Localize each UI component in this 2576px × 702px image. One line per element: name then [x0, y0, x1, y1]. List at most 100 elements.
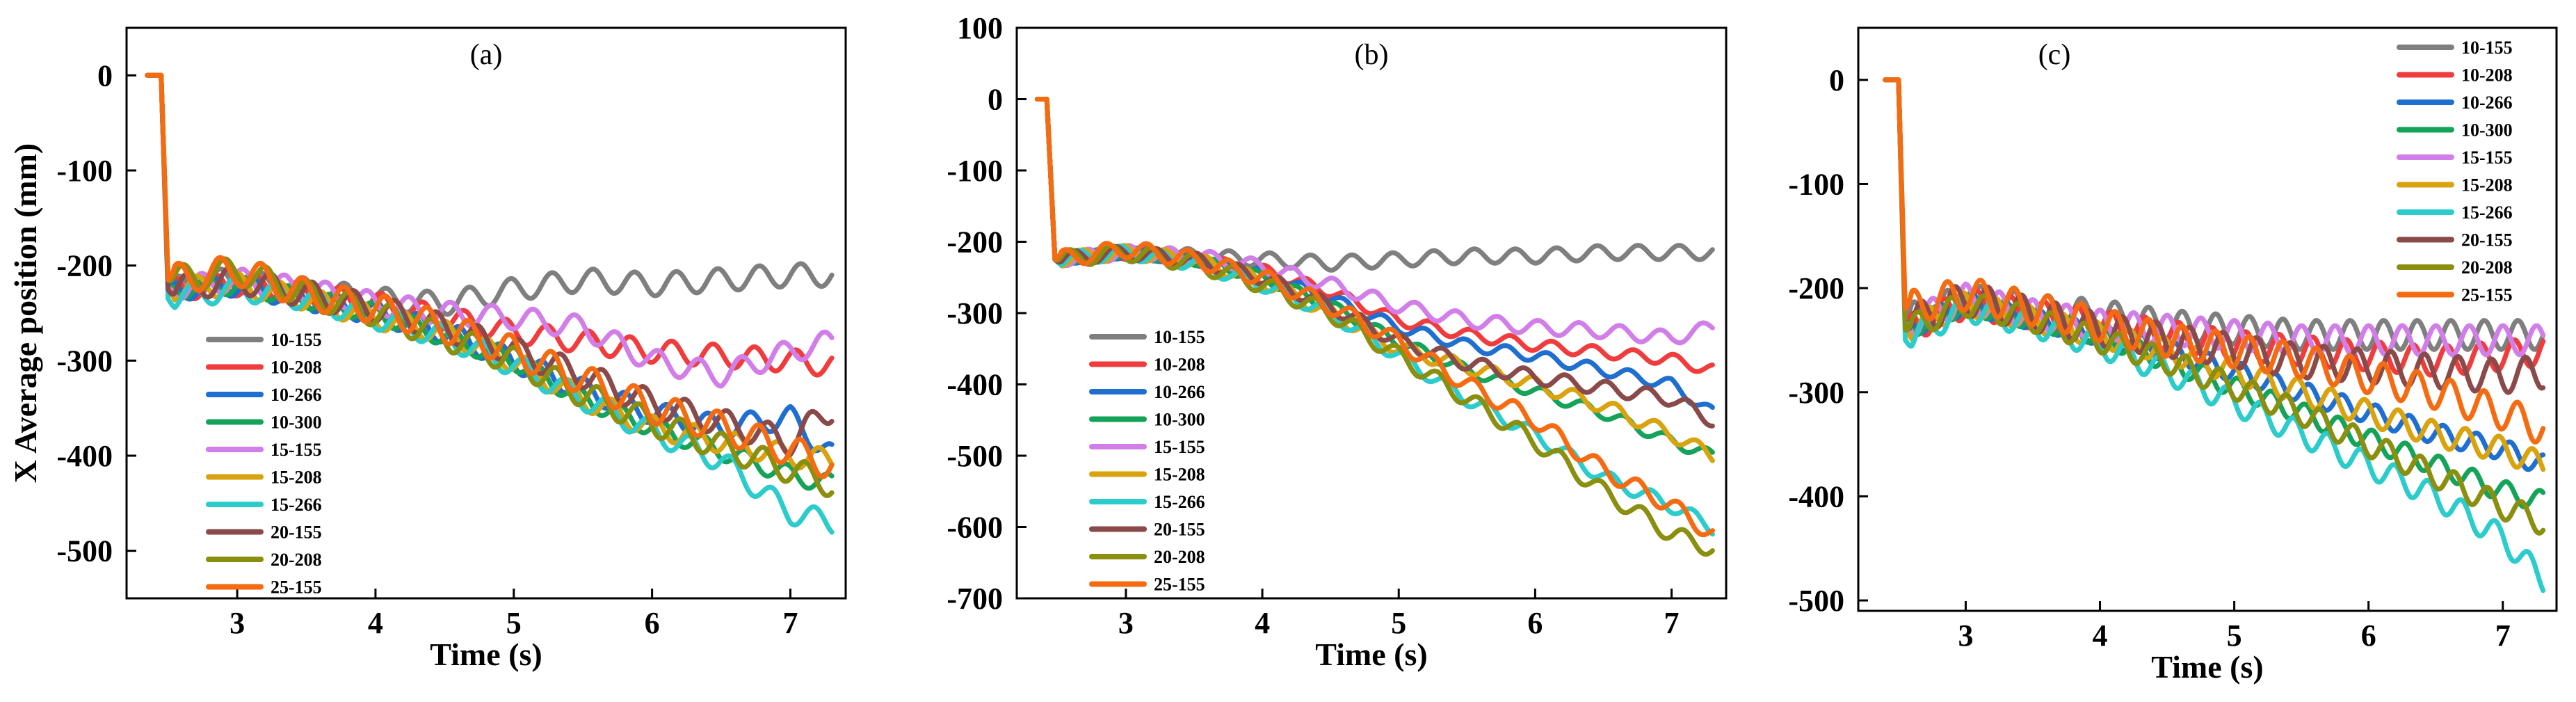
- legend-label-10-300: 10-300: [2461, 120, 2513, 141]
- series-line-20-208: [145, 72, 835, 498]
- panel-2: 3 4 5 6 7 100 0 -100 -200 -300 -400 -500 -600 -700 (b)…: [947, 11, 1728, 672]
- x-tick-label: 4: [1255, 606, 1270, 640]
- legend-label-20-155: 20-155: [2461, 230, 2513, 250]
- series-line-10-300: [1034, 97, 1715, 455]
- legend-label-20-155: 20-155: [271, 522, 322, 543]
- y-tick-label: 0: [988, 83, 1003, 117]
- y-tick-label: -100: [56, 154, 113, 188]
- x-tick-label: 6: [645, 606, 660, 640]
- legend-label-20-155: 20-155: [1154, 520, 1205, 540]
- series-lines: [1883, 77, 2546, 593]
- y-axis-label: X Average position (mm): [8, 143, 43, 483]
- panel-1: 3 4 5 6 7 0 -100 -200 -300 -400 -500 (a) Time (s) X A…: [8, 26, 847, 672]
- legend: 10-155 10-208 10-266 10-300 15-155 15-208 15-2…: [206, 330, 322, 598]
- legend-label-10-208: 10-208: [1154, 355, 1205, 375]
- y-tick-label: -700: [947, 582, 1003, 616]
- y-tick-label: -100: [1788, 167, 1844, 201]
- legend-label-10-155: 10-155: [1154, 327, 1205, 347]
- legend-label-15-266: 15-266: [271, 495, 322, 515]
- series-line-20-155: [145, 72, 835, 457]
- panel-title: (b): [1355, 39, 1389, 71]
- legend-label-15-266: 15-266: [2461, 202, 2513, 223]
- legend: 10-155 10-208 10-266 10-300 15-155 15-208 15-2…: [2397, 38, 2513, 305]
- x-tick-label: 3: [1958, 619, 1973, 653]
- series-line-15-266: [1883, 77, 2546, 593]
- series-line-20-155: [1034, 97, 1715, 429]
- y-tick-label: -300: [947, 296, 1003, 330]
- legend-label-15-155: 15-155: [1154, 437, 1205, 457]
- legend-label-20-208: 20-208: [1154, 547, 1205, 567]
- legend-label-10-155: 10-155: [271, 330, 322, 350]
- x-axis-label: Time (s): [430, 637, 542, 672]
- x-tick-label: 4: [368, 606, 383, 640]
- x-tick-label: 5: [506, 606, 522, 640]
- series-line-25-155: [145, 72, 835, 480]
- y-tick-label: -100: [947, 154, 1003, 188]
- y-tick-label: -400: [56, 439, 113, 473]
- y-tick-label: -200: [1788, 271, 1844, 305]
- x-tick-label: 7: [1664, 606, 1680, 640]
- legend-label-10-266: 10-266: [1154, 382, 1205, 402]
- legend-label-15-155: 15-155: [2461, 147, 2513, 168]
- y-tick-label: -200: [947, 225, 1003, 260]
- series-lines: [145, 72, 835, 535]
- legend-label-10-208: 10-208: [271, 358, 322, 378]
- legend-label-20-208: 20-208: [2461, 257, 2513, 278]
- legend-label-15-208: 15-208: [1154, 465, 1205, 485]
- series-line-15-208: [1883, 77, 2546, 472]
- series-line-15-208: [1034, 97, 1715, 463]
- series-line-10-155: [1034, 97, 1715, 273]
- y-tick-label: -500: [947, 439, 1003, 473]
- plot-frame: [1857, 26, 2558, 612]
- panel-title: (a): [470, 39, 503, 71]
- x-tick-label: 4: [2093, 619, 2108, 653]
- legend-label-10-300: 10-300: [1154, 410, 1205, 430]
- legend-label-15-266: 15-266: [1154, 492, 1205, 512]
- legend: 10-155 10-208 10-266 10-300 15-155 15-208 15-2…: [1089, 327, 1205, 595]
- series-line-10-208: [145, 72, 835, 378]
- x-tick-label: 6: [1527, 606, 1543, 640]
- y-tick-label: -500: [1788, 584, 1844, 618]
- plot-frame: [125, 26, 847, 600]
- legend-label-20-208: 20-208: [271, 550, 322, 570]
- x-tick-label: 6: [2361, 619, 2376, 653]
- legend-label-25-155: 25-155: [2461, 285, 2513, 305]
- y-tick-label: 100: [957, 11, 1003, 45]
- x-axis-label: Time (s): [2151, 649, 2263, 685]
- series-line-10-266: [1883, 77, 2546, 472]
- x-tick-label: 7: [2495, 619, 2511, 653]
- legend-label-15-208: 15-208: [2461, 175, 2513, 196]
- x-tick-label: 3: [1118, 606, 1134, 640]
- legend-label-10-266: 10-266: [2461, 93, 2513, 113]
- x-axis-label: Time (s): [1315, 637, 1427, 672]
- panel-3: 3 4 5 6 7 0 -100 -200 -300 -400 -500 (c) Time (s) 10-…: [1788, 26, 2558, 685]
- y-tick-label: -300: [1788, 376, 1844, 410]
- legend-label-10-208: 10-208: [2461, 65, 2513, 86]
- y-tick-label: -300: [56, 344, 113, 378]
- x-tick-label: 3: [230, 606, 245, 640]
- series-line-15-155: [1034, 97, 1715, 346]
- x-tick-label: 5: [2227, 619, 2242, 653]
- y-tick-label: -200: [56, 249, 113, 283]
- series-lines: [1034, 97, 1715, 557]
- x-tick-label: 7: [782, 606, 798, 640]
- legend-label-10-266: 10-266: [271, 385, 322, 405]
- legend-label-10-300: 10-300: [271, 413, 322, 433]
- series-line-25-155: [1034, 97, 1715, 538]
- y-tick-label: 0: [1829, 63, 1844, 97]
- series-line-20-208: [1883, 77, 2546, 536]
- y-tick-label: -500: [56, 534, 113, 568]
- y-tick-label: 0: [97, 58, 113, 93]
- legend-label-15-155: 15-155: [271, 440, 322, 460]
- legend-label-25-155: 25-155: [1154, 575, 1205, 595]
- x-tick-label: 5: [1391, 606, 1406, 640]
- y-tick-label: -400: [947, 368, 1003, 402]
- y-tick-label: -400: [1788, 479, 1844, 513]
- legend-label-25-155: 25-155: [271, 577, 322, 598]
- panel-title: (c): [2038, 39, 2071, 71]
- series-line-25-155: [1883, 77, 2546, 445]
- legend-label-10-155: 10-155: [2461, 38, 2513, 58]
- legend-label-15-208: 15-208: [271, 468, 322, 488]
- y-tick-label: -600: [947, 511, 1003, 545]
